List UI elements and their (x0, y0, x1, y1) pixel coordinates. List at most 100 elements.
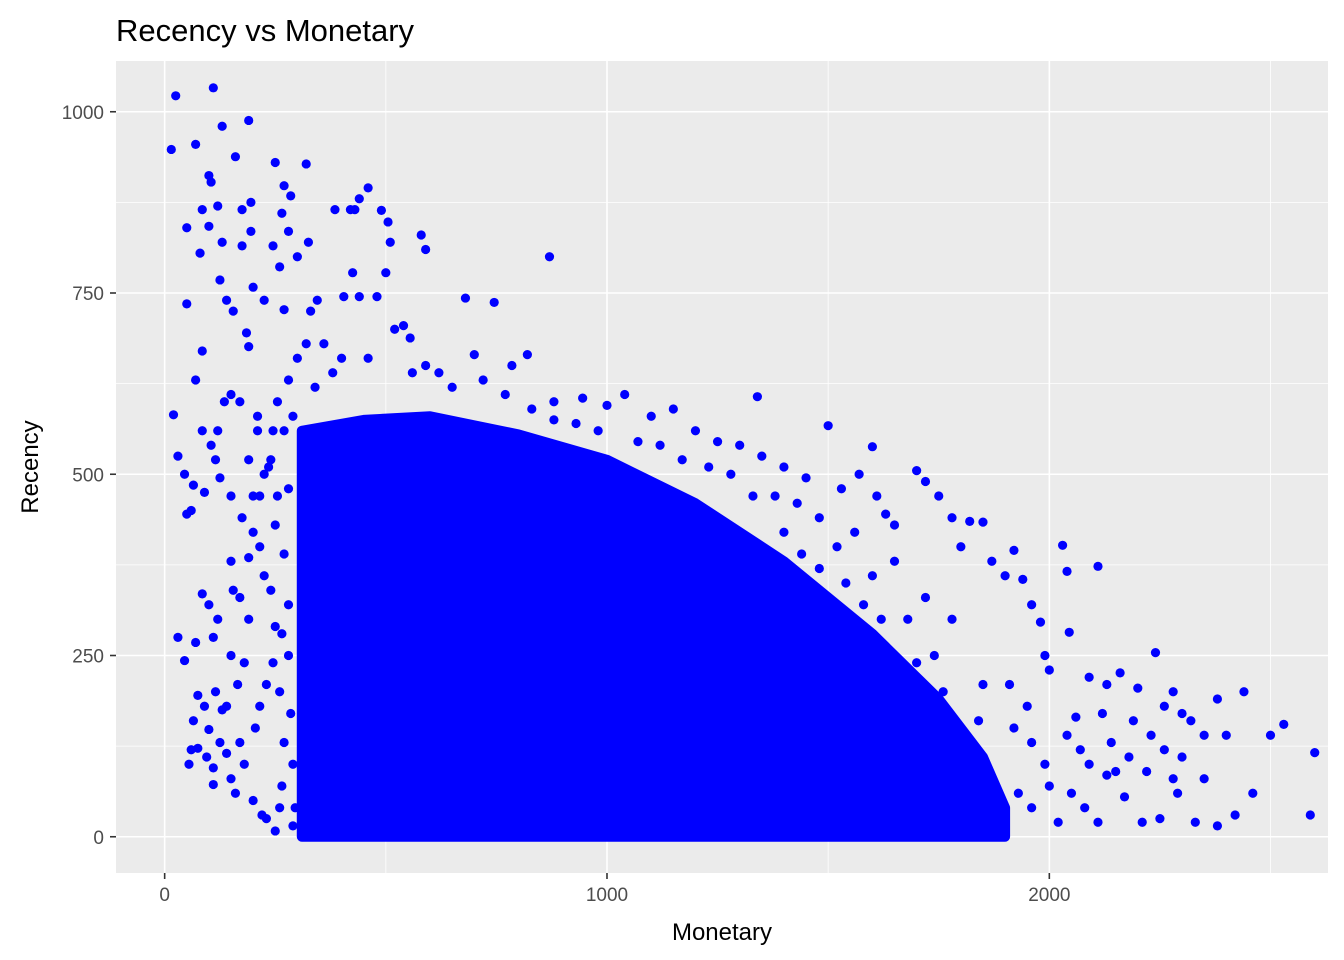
data-point (1035, 617, 1046, 627)
data-point (279, 181, 289, 191)
data-point (920, 592, 931, 603)
data-point (489, 297, 499, 308)
data-point (268, 658, 278, 668)
data-point (197, 205, 207, 215)
data-point (219, 397, 229, 407)
data-point (1137, 817, 1147, 827)
data-point (1111, 766, 1121, 777)
data-point (978, 679, 988, 690)
data-point (668, 404, 678, 414)
data-point (184, 759, 194, 769)
data-point (1199, 730, 1209, 740)
data-point (191, 637, 201, 648)
data-point (814, 513, 824, 523)
x-tick-label: 0 (159, 885, 170, 906)
data-point (217, 121, 227, 131)
data-point (226, 389, 236, 400)
data-point (336, 353, 347, 363)
data-point (182, 299, 192, 309)
data-point (571, 418, 581, 429)
data-point (1018, 574, 1028, 584)
data-point (279, 737, 289, 748)
data-point (858, 600, 869, 610)
data-point (969, 817, 979, 827)
data-point (188, 480, 199, 490)
data-point (876, 614, 886, 624)
data-point (447, 382, 457, 392)
data-point (244, 614, 254, 624)
data-point (1265, 730, 1276, 740)
data-point (186, 505, 196, 516)
data-point (206, 440, 216, 450)
data-point (348, 268, 358, 278)
data-point (210, 687, 221, 697)
data-point (202, 752, 212, 762)
data-point (1150, 648, 1161, 658)
data-point (275, 687, 285, 697)
data-point (792, 498, 802, 508)
data-point (193, 690, 203, 700)
data-point (434, 368, 444, 378)
data-point (549, 415, 559, 425)
data-point (1004, 679, 1015, 690)
data-point (237, 513, 247, 523)
data-point (277, 208, 287, 218)
data-point (416, 230, 426, 240)
data-point (199, 487, 210, 497)
data-point (264, 462, 274, 472)
data-point (867, 571, 877, 581)
data-point (1199, 774, 1209, 784)
data-point (1027, 737, 1037, 748)
data-point (252, 426, 263, 436)
data-point (867, 442, 877, 452)
data-point (221, 748, 232, 758)
data-point (213, 426, 223, 436)
data-point (814, 563, 824, 574)
data-point (233, 679, 243, 690)
data-point (390, 324, 400, 334)
data-point (889, 556, 900, 566)
data-point (726, 469, 736, 479)
data-point (646, 411, 656, 421)
data-point (912, 466, 922, 476)
data-point (310, 382, 320, 392)
data-point (1040, 650, 1050, 661)
data-point (354, 292, 364, 302)
data-point (460, 293, 471, 303)
data-point (677, 455, 687, 465)
data-point (1310, 748, 1320, 758)
data-point (208, 83, 218, 93)
data-point (290, 803, 300, 813)
data-point (1239, 687, 1249, 697)
data-point (1066, 788, 1077, 798)
data-point (213, 201, 223, 211)
y-tick-label: 500 (72, 465, 104, 486)
data-point (173, 632, 183, 642)
data-point (704, 462, 714, 472)
data-point (1022, 701, 1032, 711)
data-point (215, 737, 225, 748)
data-point (1115, 668, 1125, 678)
data-point (407, 368, 417, 378)
data-point (872, 491, 882, 501)
y-tick-label: 1000 (62, 103, 104, 124)
data-point (823, 421, 833, 431)
data-point (215, 473, 225, 483)
data-point (279, 549, 289, 559)
data-point (306, 306, 316, 316)
data-point (270, 157, 280, 168)
data-point (1142, 766, 1152, 777)
dense-point-cloud (296, 411, 1011, 842)
data-point (1159, 701, 1169, 711)
data-point (1071, 712, 1081, 722)
data-point (1106, 737, 1116, 748)
data-point (1064, 627, 1074, 637)
data-point (1080, 803, 1090, 813)
data-point (204, 724, 214, 735)
data-point (208, 763, 218, 773)
data-point (978, 517, 988, 527)
data-point (244, 455, 254, 465)
data-point (1212, 821, 1223, 831)
data-point (166, 144, 176, 155)
